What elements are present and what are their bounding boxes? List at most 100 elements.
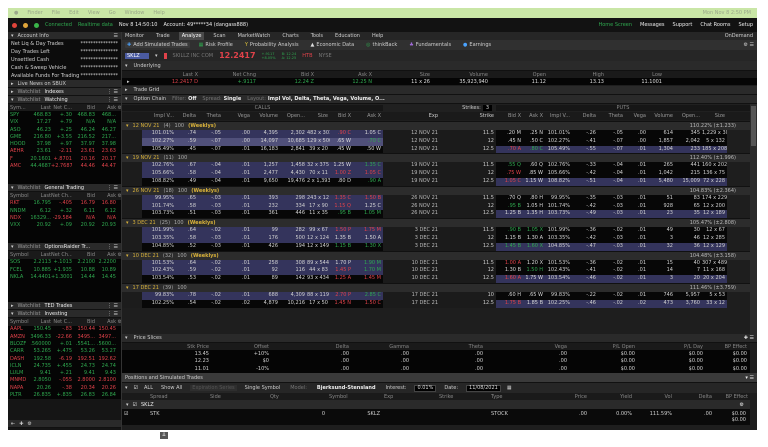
symbol[interactable]: ICLN bbox=[10, 362, 22, 369]
put-ask[interactable]: 1.05 X bbox=[523, 227, 545, 235]
put-bid[interactable]: .90 B bbox=[496, 227, 523, 235]
symbol[interactable]: AMZN bbox=[10, 333, 25, 340]
collapse-icon[interactable]: ▾ bbox=[125, 62, 128, 69]
watchlist-row[interactable]: MNMD 2.8050 -.055 2.8000 2.8100 bbox=[8, 376, 121, 385]
put-ask[interactable]: 1.50 H bbox=[523, 267, 545, 276]
menu-icon[interactable]: ⋮ ☰ bbox=[106, 184, 118, 191]
watchlist-header[interactable]: ▾ Watchlist OptionsRaider Tr... ⋮ ☰ bbox=[8, 243, 121, 252]
menu-icon[interactable]: ⋮ ☰ bbox=[106, 243, 118, 250]
symbol[interactable]: NDX bbox=[10, 214, 22, 221]
symbol[interactable]: DASH bbox=[10, 355, 25, 362]
call-bid[interactable]: 2.70 P bbox=[330, 291, 353, 300]
put-ask[interactable]: 1.35 H bbox=[523, 210, 545, 219]
put-bid[interactable]: .75 W bbox=[496, 170, 523, 178]
call-ask[interactable]: 1.05 M bbox=[353, 210, 383, 219]
put-col-header[interactable]: Theta bbox=[608, 113, 623, 119]
column-header[interactable]: Net C... bbox=[53, 319, 72, 326]
position-group-row[interactable]: ▾ ☑ SKLZ ⚙ bbox=[122, 400, 750, 409]
menu-finder[interactable]: Finder bbox=[27, 10, 43, 16]
option-row[interactable]: 101.53% .64 -.02.01 258 308 89 x 544 1.70 P 1.9… bbox=[122, 259, 750, 268]
menu-go[interactable]: Go bbox=[108, 10, 116, 16]
watchlist-header[interactable]: ▾ Watchlist Investing ⋮ ☰ bbox=[8, 310, 121, 319]
column-header[interactable]: Bid bbox=[87, 104, 95, 111]
call-col-header[interactable]: Bid X bbox=[337, 113, 351, 119]
strike-col-header[interactable]: Strike bbox=[479, 113, 494, 119]
feed-status[interactable]: Realtime data bbox=[77, 22, 113, 28]
collapse-icon[interactable]: ▾ bbox=[126, 187, 129, 194]
option-row[interactable]: 103.73% .51 -.03.01 361 446 11 x 35.95 B 1.05 … bbox=[122, 210, 750, 219]
call-col-header[interactable]: Volume bbox=[259, 113, 278, 119]
option-row[interactable]: 102.25% .54 -.02.02 4,879 10,216 17 x 50 1.45 … bbox=[122, 299, 750, 308]
position-gear-icon[interactable]: ⚙ bbox=[739, 401, 744, 408]
live-news-header[interactable]: ▸ Live News on SBUX bbox=[8, 80, 121, 88]
watchlist-row[interactable]: AMC 44.4687 +2.7687 44.46 44.47 bbox=[8, 162, 121, 170]
put-col-header[interactable]: Bid X bbox=[507, 113, 521, 119]
watchlist-row[interactable]: F 20.1601 +.8701 20.16 20.17 bbox=[8, 155, 121, 163]
call-col-header[interactable]: Open... bbox=[286, 113, 305, 119]
put-bid[interactable]: 1.45 B bbox=[496, 242, 523, 251]
call-bid[interactable]: 1.00 Z bbox=[330, 170, 353, 178]
put-col-header[interactable]: Delta bbox=[582, 113, 596, 119]
collapse-icon[interactable]: ▾ bbox=[125, 335, 128, 341]
position-col-header[interactable]: Price bbox=[574, 393, 587, 400]
collapse-icon[interactable]: ▾ bbox=[11, 32, 14, 39]
expand-icon[interactable]: ▸ bbox=[11, 80, 14, 87]
watchlist-name[interactable]: Indexes bbox=[44, 88, 64, 95]
first-icon[interactable]: ⇤ bbox=[11, 420, 16, 427]
tab-trade[interactable]: Trade bbox=[156, 33, 170, 39]
option-row[interactable]: 101.01% .74 -.05.00 4,395 2,302 482 x 301.90 … bbox=[122, 130, 750, 138]
option-row[interactable]: 102.76% .67 -.04.01 1,257 1,458 32 x 375 1.25 … bbox=[122, 162, 750, 171]
column-header[interactable]: Ask bbox=[107, 192, 116, 199]
call-bid[interactable]: 1.35 C bbox=[330, 194, 353, 203]
position-col-header[interactable]: Spread bbox=[150, 393, 168, 400]
call-ask[interactable]: .70 C bbox=[353, 137, 383, 146]
expiration-group-header[interactable]: ▾ 3 DEC 21 (25) 100 (Weeklys) 105.47% (±2.808… bbox=[122, 218, 750, 228]
watchlist-row[interactable]: NKLA 14.4401 +1.3001 14.44 14.45 bbox=[8, 273, 121, 281]
symbol[interactable]: VIX bbox=[10, 119, 19, 126]
watchlist-row[interactable]: BLOZF .560000 +.01.5541... .5600... bbox=[8, 340, 121, 348]
menu-icon[interactable]: ⋮ ☰ bbox=[106, 88, 118, 95]
call-bid[interactable]: 1.70 P bbox=[330, 259, 353, 268]
symbol-dropdown-icon[interactable]: ▾ bbox=[155, 52, 158, 59]
call-col-header[interactable]: Size bbox=[317, 113, 328, 119]
call-ask[interactable]: 1.30 X bbox=[353, 242, 383, 251]
scrollbar-thumb[interactable] bbox=[751, 106, 756, 146]
symbol[interactable]: AMC bbox=[10, 163, 22, 170]
watchlist-header[interactable]: ▸ Watchlist TED Trades ⋮ ☰ bbox=[8, 302, 121, 311]
option-row[interactable]: 101.99% .64 -.02.01 99 282 99 x 67 1.50 P 1.75 … bbox=[122, 227, 750, 235]
expand-panel-button[interactable]: ⇊ bbox=[160, 432, 168, 439]
watchlist-row[interactable]: GME 216.80 +3.55 216.52 217... bbox=[8, 133, 121, 141]
group-checkbox[interactable]: ☑ bbox=[132, 401, 137, 408]
single-symbol-dropdown[interactable]: Single Symbol bbox=[244, 385, 281, 391]
menu-icon[interactable]: ☰ bbox=[113, 32, 118, 39]
layout-selector[interactable]: Layout: Impl Vol, Delta, Theta, Vega, Vol… bbox=[247, 96, 385, 102]
tab-scan[interactable]: Scan bbox=[213, 33, 226, 39]
symbol[interactable]: NKLA bbox=[10, 273, 24, 280]
position-row[interactable]: ☑ STK 0 SKLZ STOCK .00 0.00% 111.59% .00 $0.00 $0.… bbox=[122, 409, 750, 425]
watchlist-name[interactable]: Watching bbox=[44, 96, 68, 103]
option-row[interactable]: 105.49% .45 -.07.01 16,183 2,841 39 x 20.45 W… bbox=[122, 145, 750, 154]
collapse-icon[interactable]: ▸ bbox=[11, 302, 14, 309]
header-link-setup[interactable]: Setup bbox=[738, 22, 753, 28]
positions-menu-icon[interactable]: ▾ ☰ bbox=[745, 374, 754, 381]
watchlist-row[interactable]: NAPA 20.26 -.38 20.34 20.26 bbox=[8, 384, 121, 392]
expiration-group-header[interactable]: ▾ 12 NOV 21 (4) 100 (Weeklys) 110.22% (±1.233… bbox=[122, 121, 750, 130]
symbol[interactable]: F bbox=[10, 155, 13, 162]
put-col-header[interactable]: Impl V... bbox=[549, 113, 570, 119]
watchlist-header[interactable]: ▸ Watchlist Indexes ⋮ ☰ bbox=[8, 88, 121, 96]
call-ask[interactable]: 1.45 M bbox=[353, 275, 383, 283]
call-ask[interactable]: 1.75 M bbox=[353, 227, 383, 235]
tab-analyze[interactable]: Analyze bbox=[178, 32, 205, 40]
collapse-icon[interactable]: ▾ bbox=[126, 220, 129, 227]
column-header[interactable]: Net Ch... bbox=[51, 192, 72, 199]
symbol[interactable]: PLTR bbox=[10, 392, 22, 399]
put-bid[interactable]: .70 A bbox=[496, 145, 523, 154]
tab-help[interactable]: Help bbox=[371, 33, 384, 39]
put-ask[interactable]: 1.15 W bbox=[523, 177, 545, 186]
toolbar-earnings[interactable]: ● Earnings bbox=[460, 42, 494, 48]
collapse-icon[interactable]: ▾ bbox=[125, 385, 128, 391]
position-col-header[interactable]: BP Effect bbox=[725, 393, 748, 400]
call-col-header[interactable]: Theta bbox=[206, 113, 221, 119]
symbol[interactable]: AAPL bbox=[10, 326, 23, 333]
put-ask[interactable]: .80 H bbox=[523, 194, 545, 203]
